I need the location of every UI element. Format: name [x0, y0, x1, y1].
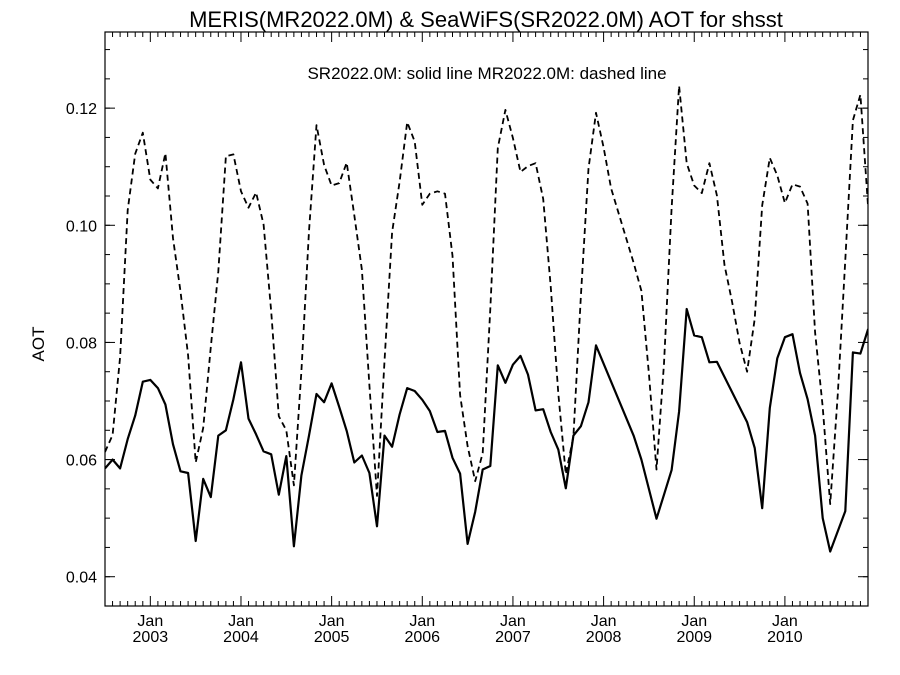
x-tick-month-label: Jan — [137, 613, 163, 630]
y-axis-label: AOT — [29, 327, 48, 362]
x-tick-year-label: 2007 — [495, 629, 531, 646]
series-line-mr2022-0m — [105, 85, 868, 506]
x-tick-year-label: 2009 — [676, 629, 712, 646]
y-tick-label: 0.12 — [66, 101, 97, 118]
chart-title: MERIS(MR2022.0M) & SeaWiFS(SR2022.0M) AO… — [189, 7, 783, 32]
y-tick-label: 0.04 — [66, 570, 97, 587]
x-tick-year-label: 2008 — [586, 629, 622, 646]
x-tick-month-label: Jan — [681, 613, 707, 630]
series-line-sr2022-0m — [105, 307, 868, 553]
y-axis: 0.04 0.06 0.08 0.10 0.12 — [66, 49, 868, 607]
series-layer — [105, 85, 868, 553]
x-tick-year-label: 2006 — [404, 629, 440, 646]
y-tick-label: 0.08 — [66, 335, 97, 352]
x-tick-month-label: Jan — [591, 613, 617, 630]
x-tick-year-label: 2010 — [767, 629, 803, 646]
x-tick-month-label: Jan — [772, 613, 798, 630]
x-tick-year-label: 2005 — [314, 629, 350, 646]
series-group — [105, 85, 868, 553]
x-tick-month-label: Jan — [409, 613, 435, 630]
y-tick-label: 0.06 — [66, 453, 97, 470]
plot-frame — [104, 31, 869, 607]
x-axis: Jan2003Jan2004Jan2005Jan2006Jan2007Jan20… — [104, 32, 869, 646]
x-tick-year-label: 2004 — [223, 629, 259, 646]
x-tick-month-label: Jan — [500, 613, 526, 630]
x-tick-month-label: Jan — [319, 613, 345, 630]
x-tick-year-label: 2003 — [133, 629, 169, 646]
series-annotation: SR2022.0M: solid line MR2022.0M: dashed … — [307, 64, 666, 83]
x-tick-month-label: Jan — [228, 613, 254, 630]
y-tick-label: 0.10 — [66, 218, 97, 235]
